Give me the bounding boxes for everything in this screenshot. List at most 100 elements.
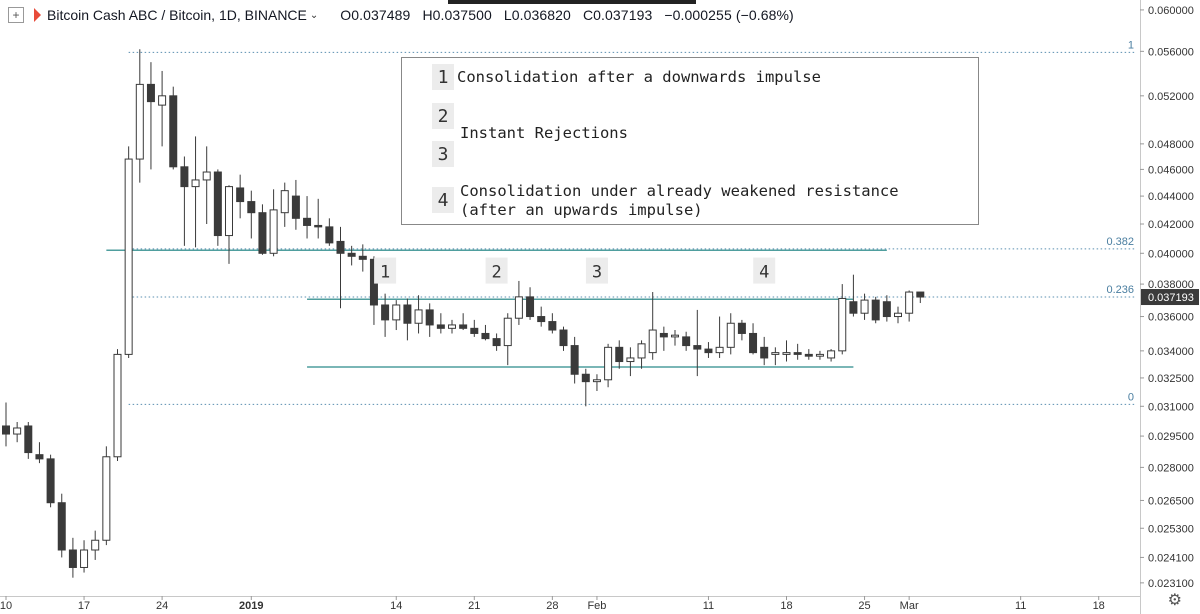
candle[interactable] — [91, 530, 100, 560]
candle[interactable] — [80, 540, 89, 573]
candle[interactable] — [693, 309, 702, 377]
candle-body — [325, 226, 334, 244]
candle[interactable] — [135, 49, 144, 183]
candle[interactable] — [358, 244, 367, 272]
candle[interactable] — [236, 174, 245, 219]
candle[interactable] — [882, 295, 891, 322]
candle[interactable] — [737, 319, 746, 341]
candle[interactable] — [291, 179, 300, 230]
candle[interactable] — [615, 340, 624, 369]
candle[interactable] — [782, 340, 791, 362]
candle[interactable] — [682, 331, 691, 351]
candle[interactable] — [303, 196, 312, 239]
candle[interactable] — [191, 136, 200, 248]
candle[interactable] — [180, 156, 189, 246]
time-tick-label: 2019 — [239, 600, 263, 612]
candle[interactable] — [414, 295, 423, 334]
candle[interactable] — [827, 349, 836, 362]
candle-body — [414, 309, 423, 324]
candle[interactable] — [604, 343, 613, 388]
candle-body — [503, 317, 512, 347]
candle-body — [492, 338, 501, 347]
candle[interactable] — [749, 323, 758, 355]
symbol-title[interactable]: Bitcoin Cash ABC / Bitcoin, 1D, BINANCE — [47, 7, 307, 23]
candle[interactable] — [514, 280, 523, 325]
candle[interactable] — [704, 342, 713, 358]
candle[interactable] — [715, 316, 724, 358]
candle[interactable] — [470, 319, 479, 337]
candle[interactable] — [760, 336, 769, 366]
candle[interactable] — [492, 333, 501, 351]
candle-body — [749, 332, 758, 354]
price-tick-label: 0.034000 — [1148, 346, 1194, 358]
candle[interactable] — [336, 226, 345, 309]
candle[interactable] — [436, 313, 445, 334]
candle[interactable] — [559, 326, 568, 351]
candle[interactable] — [113, 349, 122, 461]
candle[interactable] — [202, 146, 211, 225]
candle[interactable] — [124, 146, 133, 358]
candle[interactable] — [526, 287, 535, 320]
candle[interactable] — [659, 326, 668, 351]
candle[interactable] — [537, 306, 546, 327]
candle[interactable] — [637, 340, 646, 369]
candle[interactable] — [347, 245, 356, 266]
price-axis[interactable] — [1140, 0, 1200, 614]
candle[interactable] — [46, 454, 55, 508]
candle[interactable] — [314, 198, 323, 239]
candle[interactable] — [247, 190, 256, 239]
candle[interactable] — [648, 292, 657, 360]
candle[interactable] — [871, 296, 880, 324]
candle[interactable] — [158, 70, 167, 147]
candle[interactable] — [860, 293, 869, 320]
candle[interactable] — [68, 537, 77, 578]
candle-body — [693, 345, 702, 350]
candle[interactable] — [381, 293, 390, 337]
candle[interactable] — [726, 313, 735, 355]
candle[interactable] — [804, 349, 813, 360]
candle[interactable] — [213, 169, 222, 246]
candle[interactable] — [280, 182, 289, 227]
candle[interactable] — [102, 446, 111, 546]
candle[interactable] — [581, 368, 590, 407]
candle-body — [581, 373, 590, 383]
candle[interactable] — [894, 306, 902, 324]
settings-gear-icon[interactable]: ⚙ — [1167, 592, 1182, 609]
candle[interactable] — [146, 62, 155, 170]
candle[interactable] — [793, 343, 802, 360]
candle[interactable] — [570, 336, 579, 384]
candle[interactable] — [448, 319, 456, 334]
candle[interactable] — [57, 493, 66, 558]
candle[interactable] — [459, 313, 468, 331]
candle[interactable] — [849, 274, 858, 317]
candle[interactable] — [592, 374, 601, 392]
candle[interactable] — [838, 284, 847, 355]
candle[interactable] — [771, 347, 780, 366]
candle[interactable] — [503, 313, 512, 366]
annotation-text: Consolidation under already weakened res… — [460, 182, 899, 200]
candle[interactable] — [392, 300, 401, 331]
candle[interactable] — [815, 350, 824, 360]
chevron-down-icon[interactable]: ⌄ — [309, 9, 319, 21]
candle[interactable] — [258, 204, 267, 255]
candle[interactable] — [35, 442, 44, 464]
candle[interactable] — [169, 86, 178, 170]
candle[interactable] — [13, 421, 22, 443]
candle[interactable] — [24, 421, 33, 459]
candle[interactable] — [626, 347, 635, 377]
candle[interactable] — [425, 303, 434, 337]
candle-body — [726, 322, 735, 348]
candle[interactable] — [2, 402, 10, 447]
candle[interactable] — [671, 330, 679, 346]
candle[interactable] — [403, 298, 412, 341]
candle[interactable] — [325, 218, 334, 246]
candle[interactable] — [916, 291, 925, 304]
candle[interactable] — [905, 290, 914, 322]
candle[interactable] — [548, 313, 557, 334]
candle[interactable] — [481, 324, 490, 341]
candle[interactable] — [225, 185, 233, 264]
candle[interactable] — [269, 189, 278, 257]
annotation-text: Instant Rejections — [460, 124, 628, 142]
plus-icon[interactable]: + — [8, 7, 24, 23]
